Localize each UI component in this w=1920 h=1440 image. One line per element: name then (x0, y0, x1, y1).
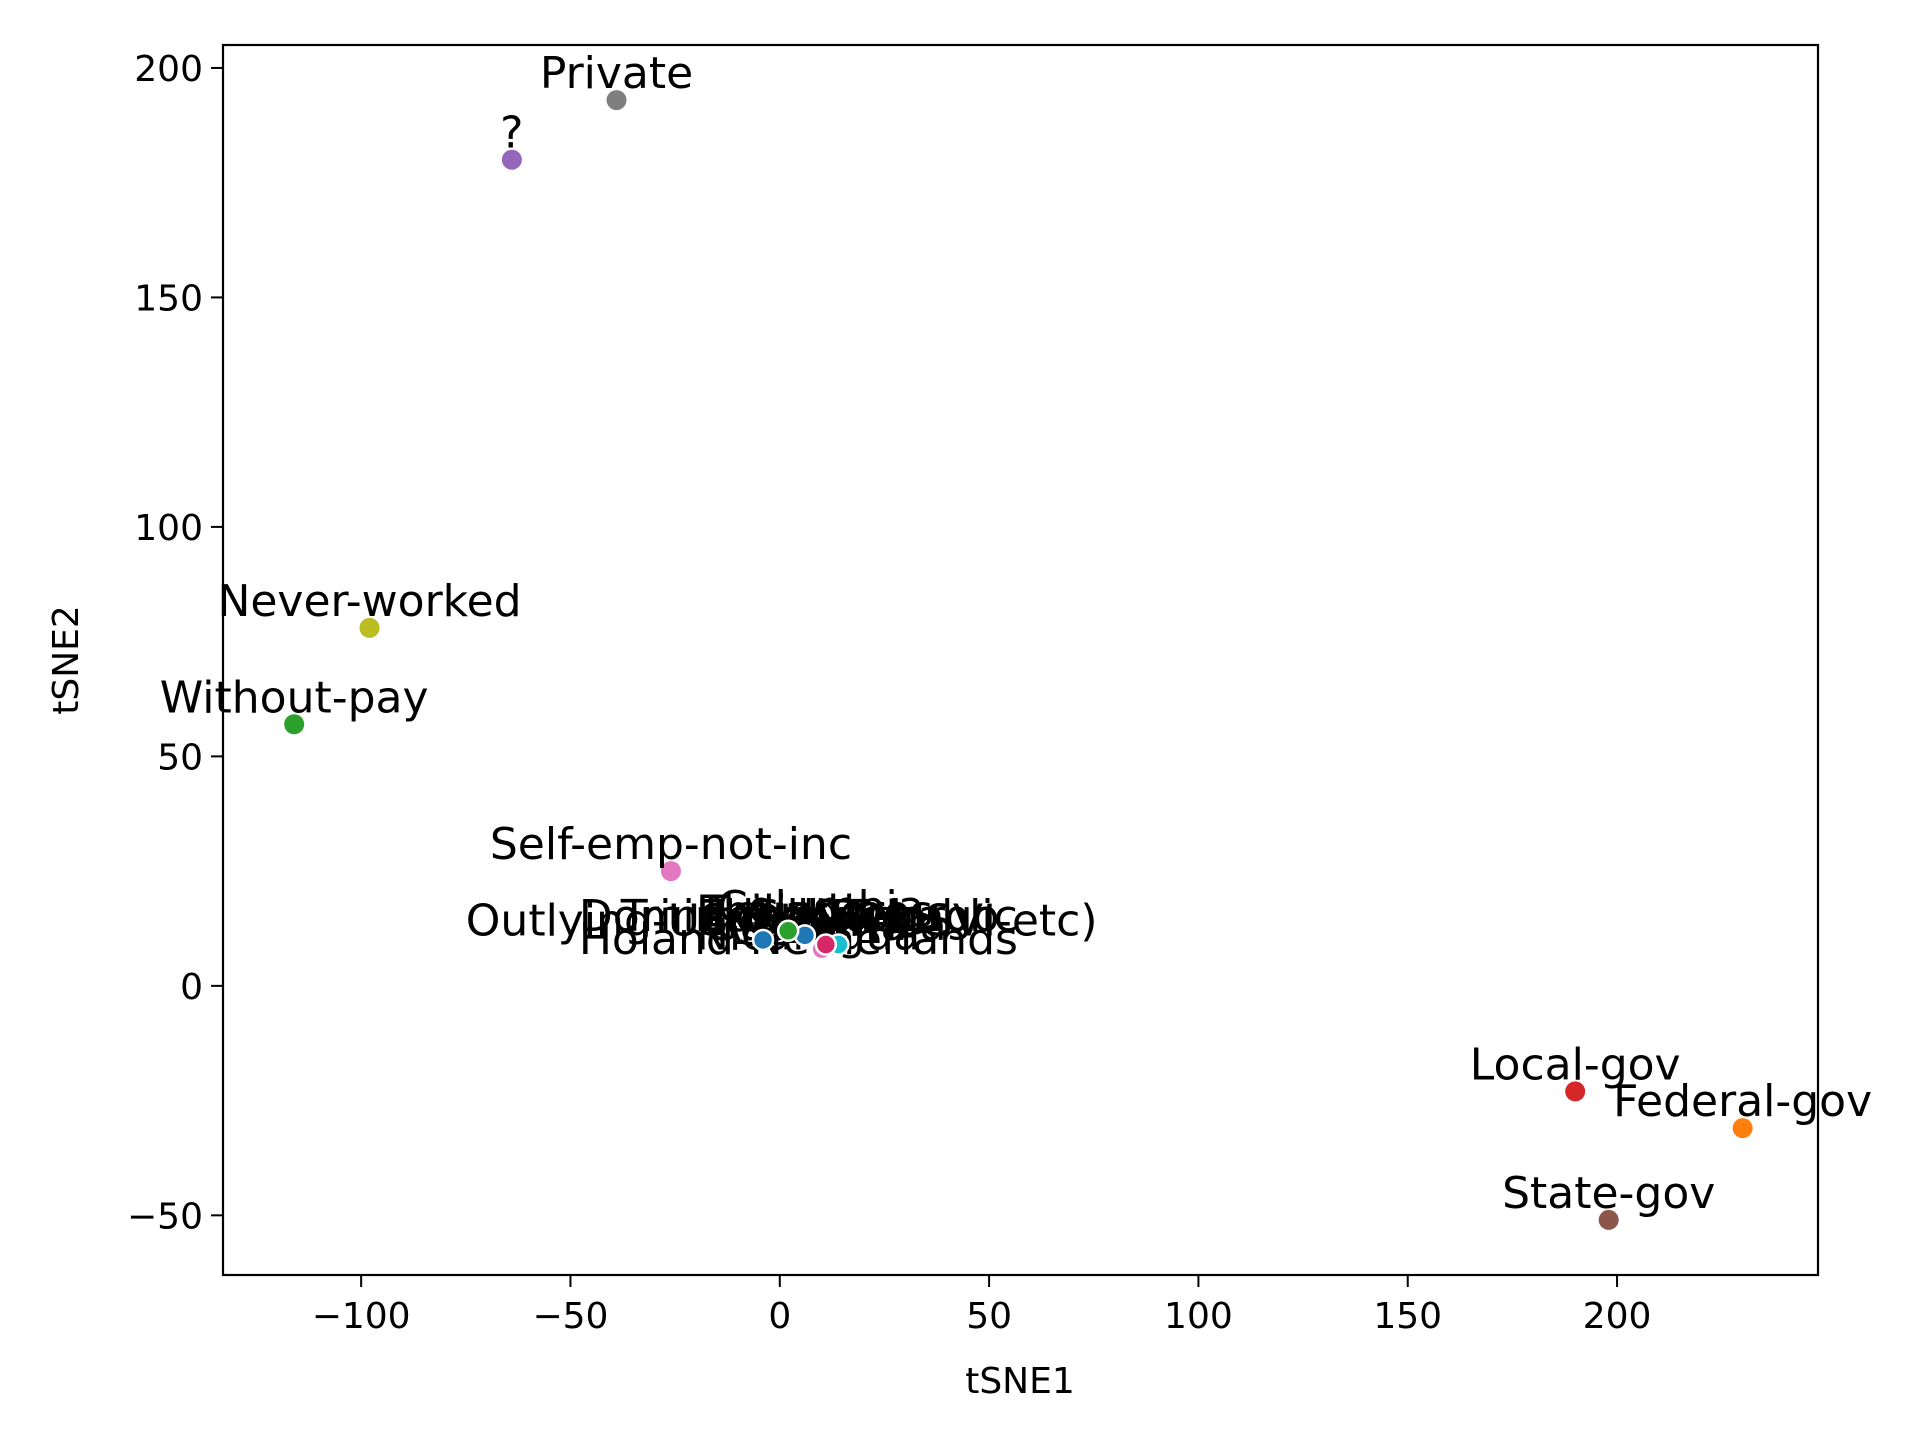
data-point-label: Never-worked (217, 576, 521, 627)
x-axis-label: tSNE1 (965, 1361, 1075, 1402)
cluster-label: Philippines (696, 886, 933, 937)
data-point (359, 617, 380, 638)
data-point-label: Private (540, 48, 693, 99)
data-point-label: Federal-gov (1613, 1076, 1872, 1127)
y-tick-label: 50 (157, 737, 203, 778)
cluster-label: Columbia (717, 882, 925, 933)
x-tick-label: 200 (1583, 1296, 1652, 1337)
data-point (1565, 1081, 1586, 1102)
x-tick-label: −100 (312, 1296, 411, 1337)
y-tick-label: 200 (134, 49, 203, 90)
x-tick-label: 100 (1164, 1296, 1233, 1337)
cluster-point (776, 919, 800, 943)
x-tick-label: −50 (532, 1296, 608, 1337)
cluster-point (751, 928, 775, 952)
data-point (1732, 1118, 1753, 1139)
x-tick-label: 0 (768, 1296, 791, 1337)
data-point (660, 861, 681, 882)
cluster-points (751, 919, 850, 961)
data-point (1598, 1209, 1619, 1230)
y-tick-label: 0 (180, 967, 203, 1008)
cluster-labels: Outlying-US(Guam-USVI-etc)Holand-Netherl… (466, 882, 1098, 965)
data-point-label: Local-gov (1470, 1039, 1681, 1090)
cluster-label: El-Salvador (696, 891, 946, 942)
data-point-label: Without-pay (160, 672, 429, 723)
data-point (284, 714, 305, 735)
data-point-label: State-gov (1502, 1168, 1715, 1219)
data-point-label: Self-emp-not-inc (490, 819, 852, 870)
data-point (606, 90, 627, 111)
plot-frame (221, 43, 1820, 1277)
x-tick-label: 50 (966, 1296, 1012, 1337)
y-tick-label: −50 (127, 1196, 203, 1237)
y-axis-ticks: −50 0 50 100 150 200 (127, 49, 223, 1237)
y-axis-label: tSNE2 (46, 605, 87, 715)
y-tick-label: 100 (134, 508, 203, 549)
y-tick-label: 150 (134, 278, 203, 319)
data-points: Private? Never-worked Without-pay Self-emp-… (160, 48, 1872, 1230)
data-point (501, 149, 522, 170)
cluster-point (814, 933, 838, 956)
data-point-label: ? (500, 108, 523, 159)
x-tick-label: 150 (1373, 1296, 1442, 1337)
x-axis-ticks: −100 −50 0 50 100 150 200 (312, 1275, 1652, 1337)
